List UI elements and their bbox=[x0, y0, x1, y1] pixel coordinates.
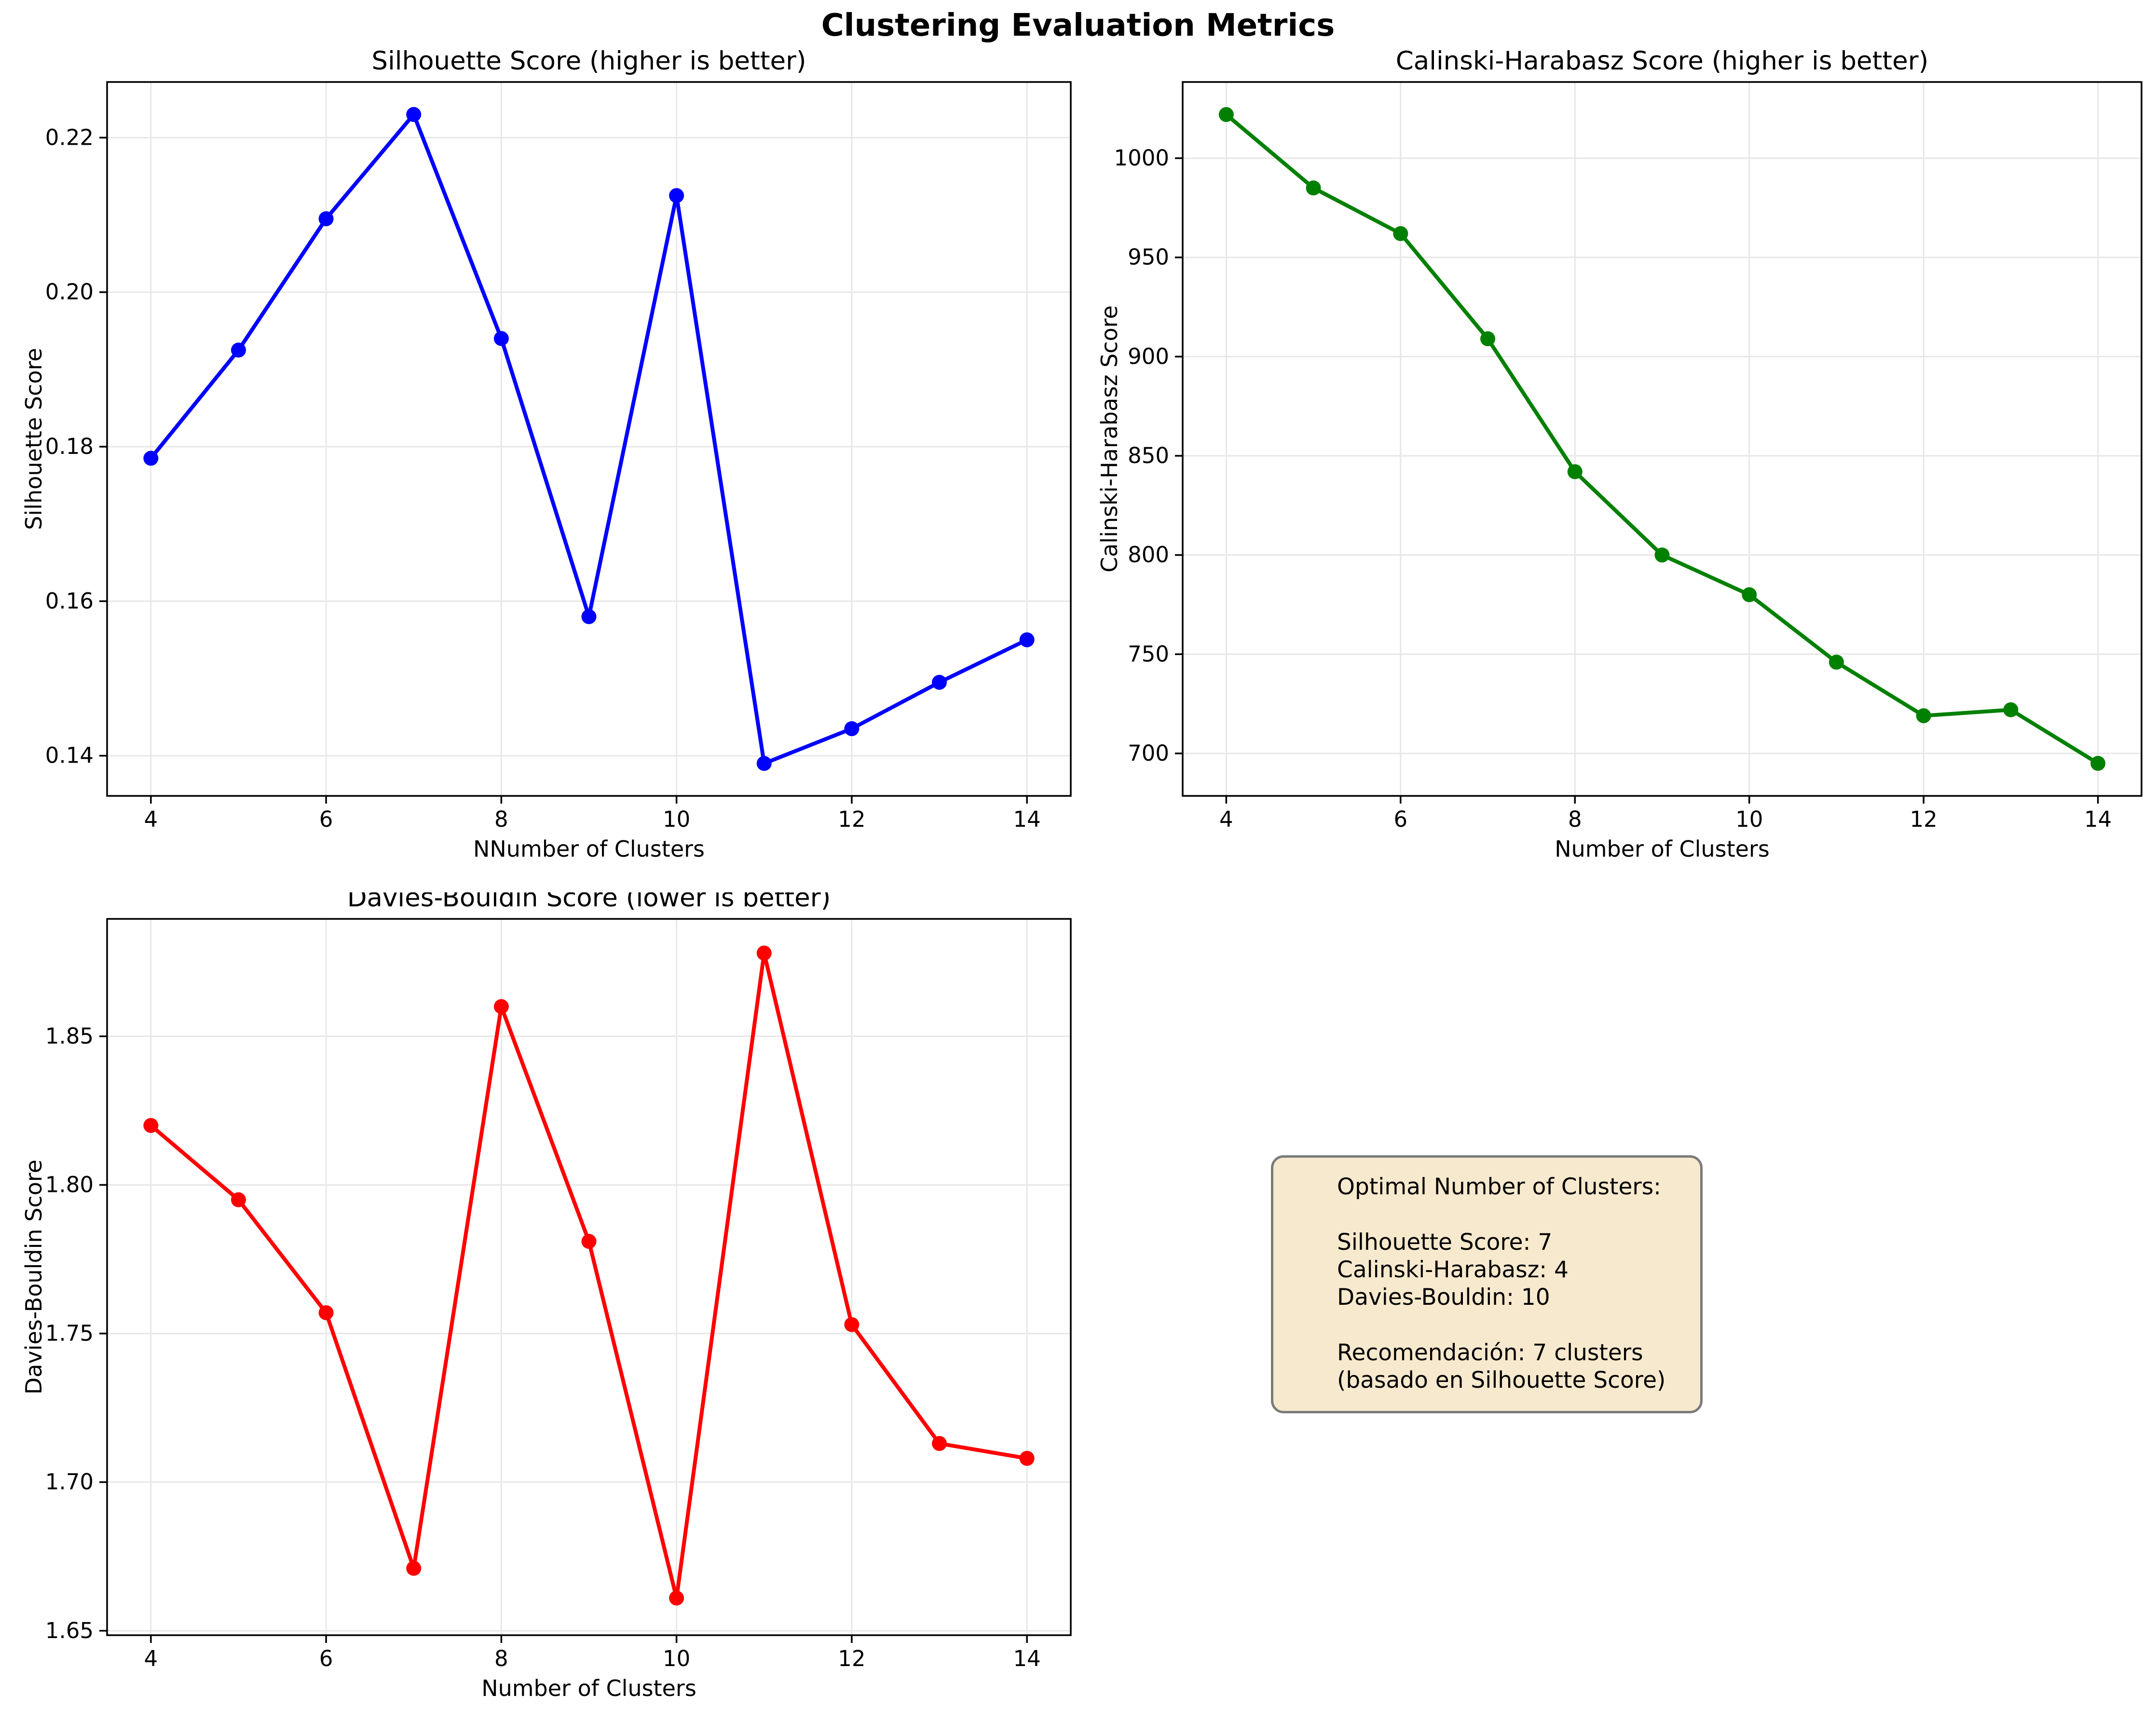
y-axis-label: Silhouette Score bbox=[21, 348, 47, 530]
y-tick-label: 0.22 bbox=[45, 124, 94, 150]
data-point-marker bbox=[2090, 756, 2106, 771]
ticks: 4 6 8 10 12 14 0.14 0.16 0.18 0.20 0.22 bbox=[45, 124, 1041, 832]
data-point-marker bbox=[406, 1560, 422, 1576]
calinski-markers bbox=[1218, 107, 2106, 771]
silhouette-markers bbox=[143, 107, 1035, 771]
x-tick-label: 14 bbox=[1013, 807, 1041, 832]
y-tick-label: 800 bbox=[1128, 542, 1169, 568]
data-point-marker bbox=[581, 1234, 597, 1249]
y-tick-label: 1.80 bbox=[45, 1172, 94, 1197]
y-tick-label: 750 bbox=[1128, 641, 1169, 667]
y-tick-label: 950 bbox=[1128, 245, 1169, 270]
y-axis-label: Davies-Bouldin Score bbox=[21, 1160, 47, 1395]
grid bbox=[107, 919, 1071, 1635]
data-point-marker bbox=[318, 1305, 334, 1320]
data-point-marker bbox=[1742, 587, 1757, 602]
data-point-marker bbox=[669, 188, 684, 203]
data-point-marker bbox=[318, 211, 334, 227]
y-tick-label: 0.16 bbox=[45, 588, 94, 614]
grid bbox=[107, 82, 1071, 796]
davies-bouldin-chart: 4 6 8 10 12 14 1.65 1.70 1.75 1.80 1.85 Davies-Boul… bbox=[21, 892, 1072, 1701]
data-point-marker bbox=[1654, 547, 1670, 563]
x-tick-label: 14 bbox=[2084, 807, 2112, 832]
calinski-harabasz-chart: 4 6 8 10 12 14 700 750 800 850 900 950 1000 Calinski-… bbox=[1096, 46, 2142, 862]
data-point-marker bbox=[143, 451, 159, 466]
x-axis-label: NNumber of Clusters bbox=[473, 836, 705, 862]
axes-frame bbox=[106, 918, 1072, 1636]
data-point-marker bbox=[844, 1317, 860, 1332]
data-point-marker bbox=[1829, 655, 1844, 670]
data-point-marker bbox=[1567, 464, 1583, 479]
y-tick-label: 1.75 bbox=[45, 1321, 94, 1346]
data-point-marker bbox=[1306, 180, 1321, 196]
y-tick-label: 1.70 bbox=[45, 1469, 94, 1495]
x-tick-label: 10 bbox=[1735, 807, 1763, 832]
x-tick-label: 12 bbox=[838, 807, 865, 832]
silhouette-score-chart: 4 6 8 10 12 14 0.14 0.16 0.18 0.20 0.22 Silhouette … bbox=[21, 46, 1072, 862]
figure-title: Clustering Evaluation Metrics bbox=[821, 8, 1335, 43]
y-axis-label: Calinski-Harabasz Score bbox=[1096, 305, 1122, 573]
x-tick-label: 10 bbox=[663, 807, 690, 832]
data-point-marker bbox=[406, 107, 422, 122]
davies-line bbox=[149, 951, 1029, 1600]
x-tick-label: 8 bbox=[1568, 807, 1582, 832]
silhouette-line bbox=[149, 112, 1029, 766]
data-point-marker bbox=[1916, 708, 1931, 724]
data-point-marker bbox=[1218, 107, 1234, 122]
data-point-marker bbox=[581, 609, 597, 624]
data-point-marker bbox=[493, 331, 509, 346]
y-tick-label: 700 bbox=[1128, 740, 1169, 766]
y-tick-label: 850 bbox=[1128, 443, 1169, 468]
data-point-marker bbox=[1019, 632, 1035, 647]
y-tick-label: 0.18 bbox=[45, 434, 94, 459]
x-tick-label: 6 bbox=[319, 1646, 333, 1671]
grid bbox=[1183, 82, 2142, 796]
optimal-clusters-info-box: Optimal Number of Clusters: Silhouette S… bbox=[1271, 1155, 1703, 1413]
calinski-line bbox=[1224, 112, 2100, 766]
data-point-marker bbox=[1480, 331, 1496, 346]
x-tick-label: 8 bbox=[494, 807, 508, 832]
y-tick-label: 900 bbox=[1128, 343, 1169, 369]
chart-title: Calinski-Harabasz Score (higher is bette… bbox=[1396, 46, 1929, 76]
axes-frame bbox=[1182, 81, 2142, 797]
x-axis-label: Number of Clusters bbox=[481, 1675, 696, 1701]
y-tick-label: 0.20 bbox=[45, 279, 94, 305]
data-point-marker bbox=[1393, 226, 1408, 241]
data-point-marker bbox=[669, 1590, 684, 1606]
x-tick-label: 6 bbox=[319, 807, 333, 832]
info-box-text: Optimal Number of Clusters: Silhouette S… bbox=[1337, 1174, 1666, 1394]
x-tick-label: 14 bbox=[1013, 1646, 1041, 1671]
data-point-marker bbox=[932, 1436, 947, 1451]
x-tick-label: 4 bbox=[144, 1646, 158, 1671]
y-tick-label: 1.85 bbox=[45, 1023, 94, 1049]
data-point-marker bbox=[756, 756, 772, 771]
y-tick-label: 0.14 bbox=[45, 743, 94, 768]
y-tick-label: 1.65 bbox=[45, 1618, 94, 1643]
data-point-marker bbox=[231, 342, 246, 358]
data-point-marker bbox=[1019, 1450, 1035, 1466]
x-tick-label: 12 bbox=[1910, 807, 1938, 832]
axes-frame bbox=[106, 81, 1072, 797]
x-tick-label: 10 bbox=[663, 1646, 690, 1671]
data-point-marker bbox=[756, 945, 772, 961]
y-tick-label: 1000 bbox=[1114, 145, 1169, 171]
data-point-marker bbox=[493, 999, 509, 1014]
data-point-marker bbox=[932, 675, 947, 690]
data-point-marker bbox=[143, 1118, 159, 1133]
chart-title: Davies-Bouldin Score (lower is better) bbox=[347, 892, 831, 913]
data-point-marker bbox=[2003, 702, 2019, 717]
x-tick-label: 12 bbox=[838, 1646, 865, 1671]
data-point-marker bbox=[231, 1192, 246, 1207]
x-tick-label: 8 bbox=[494, 1646, 508, 1671]
x-tick-label: 4 bbox=[144, 807, 158, 832]
ticks: 4 6 8 10 12 14 1.65 1.70 1.75 1.80 1.85 bbox=[45, 1023, 1041, 1671]
data-point-marker bbox=[844, 721, 860, 737]
x-tick-label: 4 bbox=[1219, 807, 1233, 832]
x-axis-label: Number of Clusters bbox=[1555, 836, 1770, 862]
chart-title: Silhouette Score (higher is better) bbox=[371, 46, 806, 76]
ticks: 4 6 8 10 12 14 700 750 800 850 900 950 1000 bbox=[1114, 145, 2112, 832]
davies-markers bbox=[143, 945, 1035, 1606]
x-tick-label: 6 bbox=[1393, 807, 1407, 832]
